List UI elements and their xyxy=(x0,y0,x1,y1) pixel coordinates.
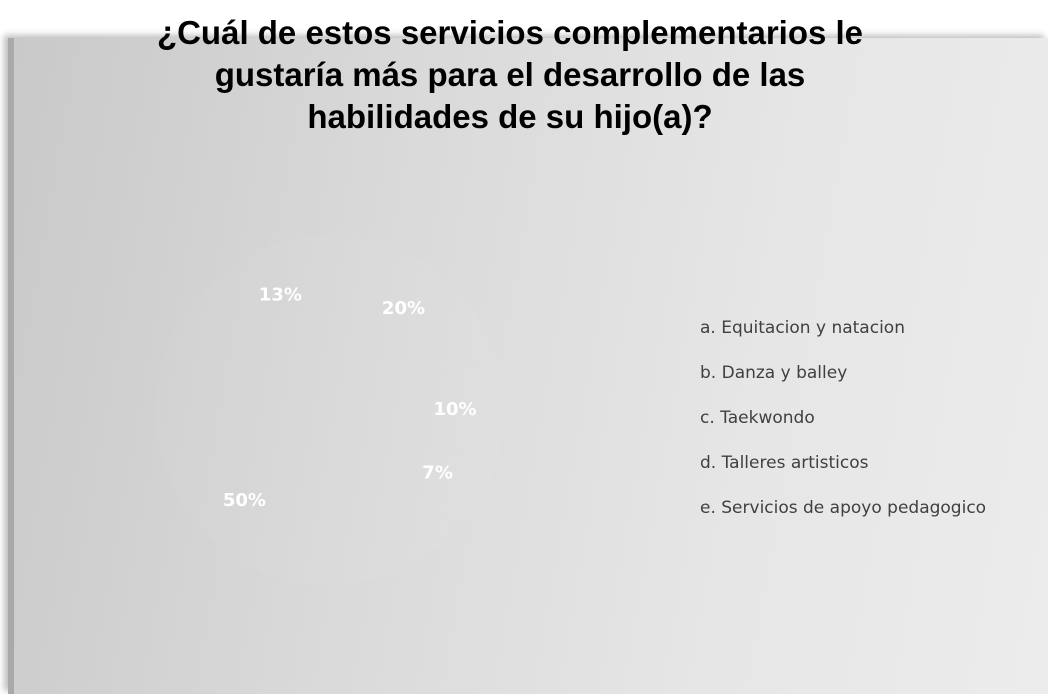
legend-label: a. Equitacion y natacion xyxy=(700,318,905,338)
data-label: 13% xyxy=(259,284,302,305)
data-label: 50% xyxy=(223,490,266,511)
legend-label: c. Taekwondo xyxy=(700,408,815,428)
chart-panel xyxy=(8,38,1048,694)
legend-label: e. Servicios de apoyo pedagogico xyxy=(700,498,986,518)
data-label: 20% xyxy=(382,298,425,319)
data-label: 10% xyxy=(433,399,476,420)
legend-label: b. Danza y balley xyxy=(700,363,847,383)
data-label: 7% xyxy=(422,463,453,484)
legend-label: d. Talleres artisticos xyxy=(700,453,869,473)
chart-title: ¿Cuál de estos servicios complementarios… xyxy=(156,14,864,135)
